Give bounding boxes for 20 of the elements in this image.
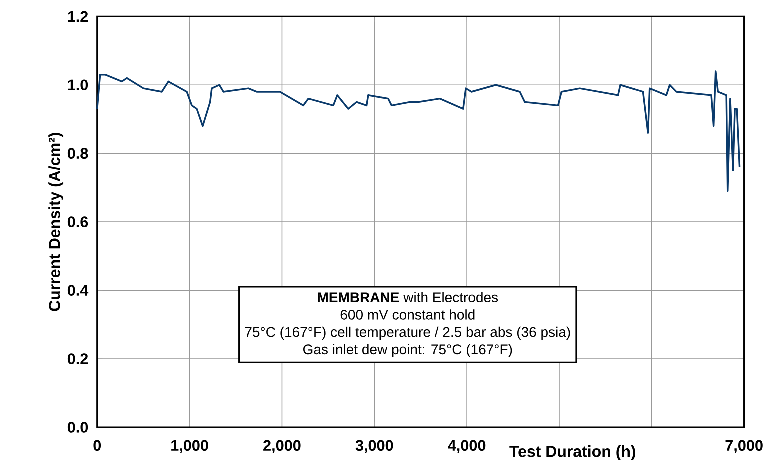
y-tick-label: 1.0 xyxy=(68,80,88,91)
y-tick-label: 0.0 xyxy=(68,422,88,434)
y-axis-title: Current Density (A/cm²) xyxy=(48,133,64,312)
annotation: Gas inlet dew point: 75°C (167°F) xyxy=(304,344,512,358)
y-tick-label: 0.8 xyxy=(68,148,88,160)
annotation: 600 mV constant hold xyxy=(340,310,475,320)
x-tick-label: 4,000 xyxy=(448,440,486,454)
x-tick-label: 1,000 xyxy=(172,440,208,454)
y-tick-label: 1.2 xyxy=(68,12,88,22)
x-tick-label: 0 xyxy=(94,440,102,452)
x-tick-label: 3,000 xyxy=(356,440,394,454)
annotation: MEMBRANE with Electrodes xyxy=(318,292,498,303)
y-tick-label: 0.2 xyxy=(68,354,88,365)
x-axis-title: Test Duration (h) xyxy=(510,446,636,461)
x-tick-label: 2,000 xyxy=(264,440,301,454)
line-series xyxy=(96,70,741,192)
y-tick-label: 0.4 xyxy=(68,285,89,296)
y-tick-label: 0.6 xyxy=(68,216,88,228)
annotation: 75°C (167°F) cell temperature / 2.5 bar abs (36 psia) xyxy=(245,327,570,340)
x-tick-label: 7,000 xyxy=(726,440,763,454)
